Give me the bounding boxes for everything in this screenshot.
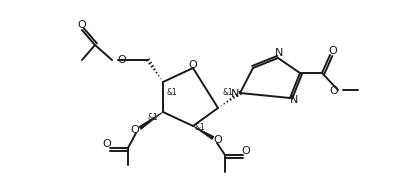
Text: N: N [274,48,282,58]
Text: O: O [131,125,139,135]
Polygon shape [192,126,214,139]
Text: &1: &1 [194,123,205,132]
Text: N: N [289,95,297,105]
Text: &1: &1 [166,89,177,98]
Text: O: O [188,60,197,70]
Text: O: O [329,86,337,96]
Text: O: O [328,46,337,56]
Text: N: N [230,89,239,99]
Text: O: O [241,146,250,156]
Polygon shape [139,112,163,129]
Text: O: O [117,55,126,65]
Text: O: O [213,135,222,145]
Text: &1: &1 [147,113,158,122]
Text: O: O [78,20,86,30]
Text: &1: &1 [222,89,233,98]
Text: O: O [102,139,111,149]
